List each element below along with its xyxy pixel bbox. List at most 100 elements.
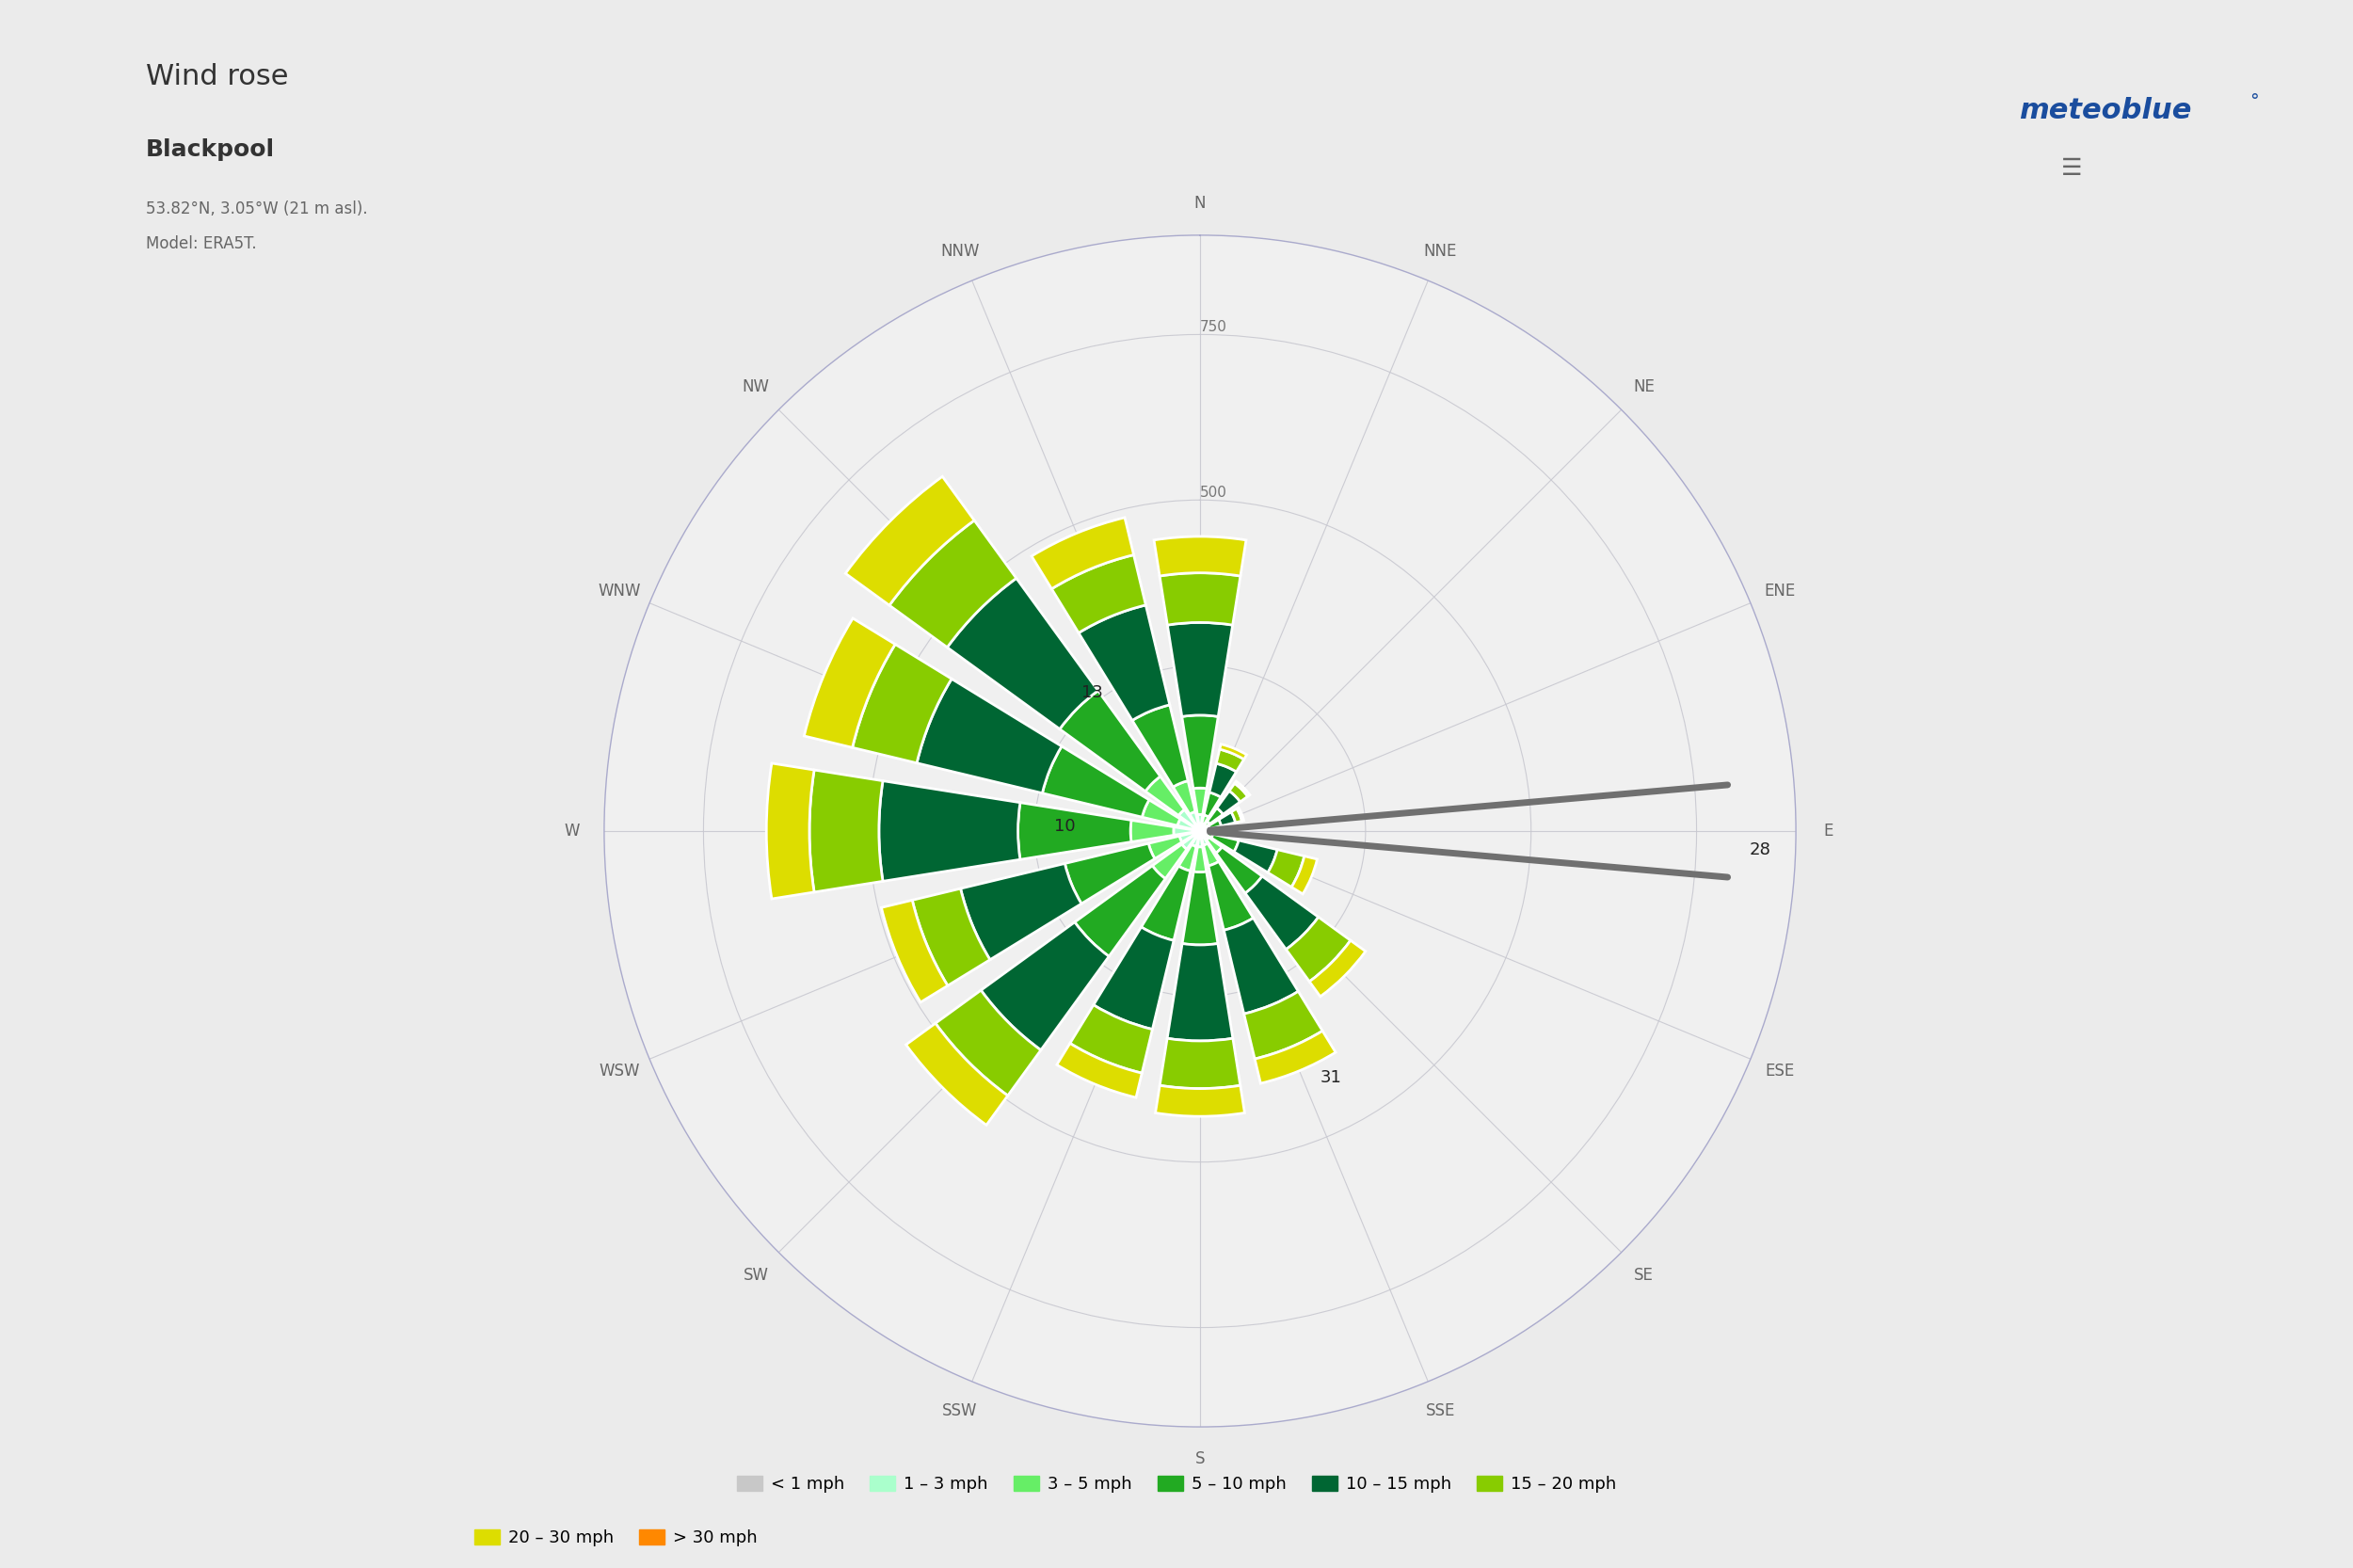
Bar <box>1200 831 1205 834</box>
Bar <box>1200 834 1207 845</box>
Bar <box>1207 837 1221 853</box>
Bar <box>809 770 882 892</box>
Bar <box>913 889 991 986</box>
Bar <box>1019 803 1132 859</box>
Bar <box>1205 792 1221 817</box>
Bar <box>1202 829 1207 833</box>
Bar <box>1245 991 1322 1058</box>
Bar <box>1292 856 1318 894</box>
Bar <box>960 864 1082 960</box>
Text: 13: 13 <box>1082 684 1104 701</box>
Bar <box>1179 845 1195 870</box>
Bar <box>1153 844 1186 878</box>
Bar <box>1160 1038 1240 1088</box>
Bar <box>1195 831 1200 836</box>
Bar <box>1174 826 1193 836</box>
Legend: < 1 mph, 1 – 3 mph, 3 – 5 mph, 5 – 10 mph, 10 – 15 mph, 15 – 20 mph: < 1 mph, 1 – 3 mph, 3 – 5 mph, 5 – 10 mp… <box>729 1469 1624 1501</box>
Bar <box>767 764 814 898</box>
Bar <box>1146 776 1184 815</box>
Bar <box>1193 789 1207 815</box>
Text: Wind rose: Wind rose <box>146 63 289 89</box>
Bar <box>1153 536 1247 575</box>
Bar <box>1148 836 1181 859</box>
Bar <box>1191 834 1200 847</box>
Bar <box>1219 745 1247 759</box>
Bar <box>1308 941 1365 997</box>
Bar <box>805 618 894 748</box>
Legend: 20 – 30 mph, > 30 mph: 20 – 30 mph, > 30 mph <box>468 1523 765 1554</box>
Bar <box>1238 808 1245 822</box>
Bar <box>1254 1030 1337 1083</box>
Bar <box>1221 828 1224 834</box>
Bar <box>1231 809 1242 823</box>
Bar <box>948 579 1099 729</box>
Bar <box>918 679 1061 793</box>
Bar <box>1179 833 1195 842</box>
Text: 10: 10 <box>1054 818 1075 834</box>
Bar <box>1202 844 1219 866</box>
Bar <box>1205 826 1209 829</box>
Bar <box>1181 834 1198 850</box>
Bar <box>1217 847 1261 894</box>
Bar <box>1052 555 1146 633</box>
Bar <box>1059 691 1160 792</box>
Bar <box>1129 820 1174 842</box>
Bar <box>1056 1043 1141 1098</box>
Bar <box>1202 833 1209 839</box>
Bar <box>1167 944 1233 1041</box>
Bar <box>981 922 1108 1051</box>
Bar <box>1200 826 1205 831</box>
Bar <box>1207 829 1212 833</box>
Bar <box>1132 706 1188 787</box>
Bar <box>1141 800 1181 826</box>
Bar <box>1195 831 1200 834</box>
Bar <box>1287 917 1351 982</box>
Bar <box>1205 833 1212 837</box>
Bar <box>1160 572 1240 626</box>
Bar <box>1193 829 1200 833</box>
Bar <box>845 477 974 605</box>
Bar <box>1179 809 1195 828</box>
Bar <box>1209 861 1254 930</box>
Text: Blackpool: Blackpool <box>146 138 275 160</box>
Bar <box>1224 917 1299 1014</box>
Bar <box>1191 812 1198 826</box>
Bar <box>1155 1085 1245 1116</box>
Text: 53.82°N, 3.05°W (21 m asl).: 53.82°N, 3.05°W (21 m asl). <box>146 201 367 218</box>
Bar <box>889 521 1016 648</box>
Bar <box>906 1024 1007 1126</box>
Bar <box>1066 844 1155 903</box>
Bar <box>1181 715 1219 789</box>
Bar <box>1198 814 1202 828</box>
Text: 28: 28 <box>1748 842 1772 859</box>
Bar <box>1209 820 1221 829</box>
Bar <box>882 900 948 1002</box>
Text: 31: 31 <box>1320 1069 1341 1087</box>
Bar <box>1078 605 1169 720</box>
Bar <box>1031 517 1134 590</box>
Bar <box>1195 828 1200 831</box>
Bar <box>880 781 1021 881</box>
Text: Model: ERA5T.: Model: ERA5T. <box>146 235 256 252</box>
Bar <box>1202 815 1209 825</box>
Bar <box>1212 828 1221 834</box>
Bar <box>1176 818 1195 829</box>
Bar <box>1094 927 1174 1029</box>
Bar <box>1198 836 1202 847</box>
Text: ☰: ☰ <box>2061 157 2082 179</box>
Bar <box>852 644 951 764</box>
Bar <box>1217 750 1245 771</box>
Bar <box>936 991 1040 1096</box>
Bar <box>1200 823 1205 829</box>
Bar <box>1042 746 1148 817</box>
Text: meteoblue: meteoblue <box>2019 97 2191 124</box>
Bar <box>1207 808 1224 825</box>
Bar <box>1071 1005 1153 1073</box>
Bar <box>1212 834 1238 851</box>
Text: °: ° <box>2249 93 2259 110</box>
Bar <box>1200 828 1205 831</box>
Bar <box>1167 622 1233 717</box>
Bar <box>1219 812 1235 826</box>
Bar <box>1268 850 1304 887</box>
Bar <box>1228 784 1247 801</box>
